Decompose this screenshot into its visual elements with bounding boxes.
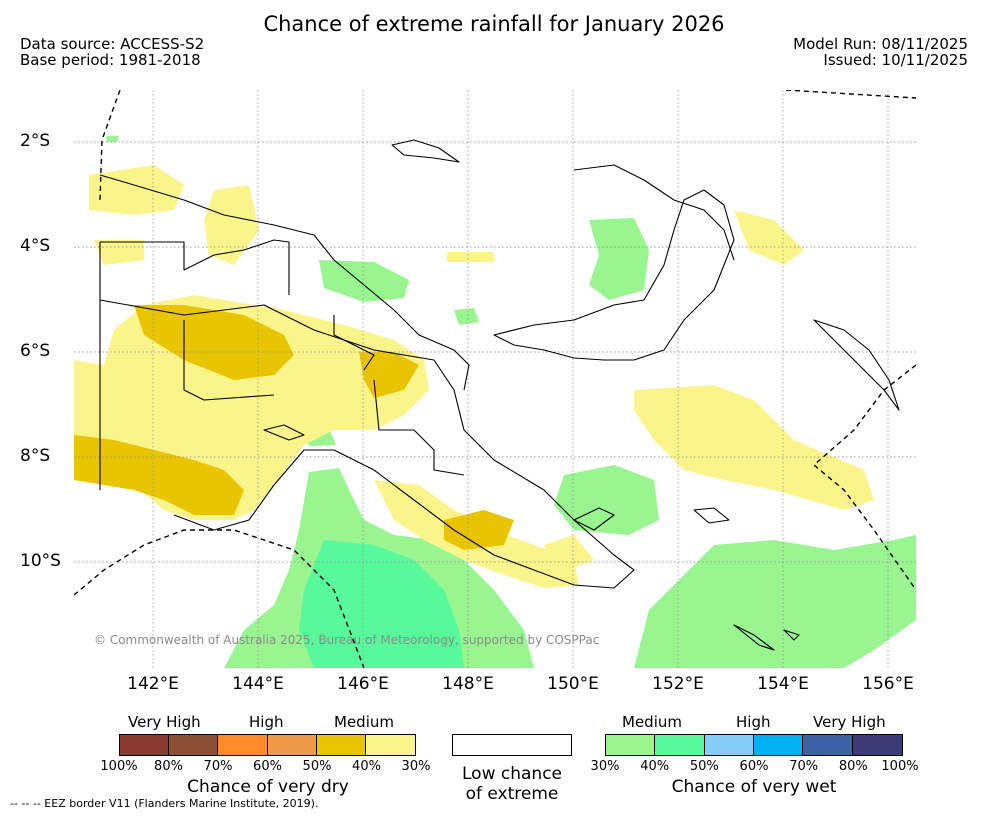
gridlines [74, 90, 916, 668]
legend-swatch [316, 735, 366, 755]
legend-swatch [852, 735, 902, 755]
legend-dry-header-high: High [249, 713, 284, 731]
eez-border-note: -- -- -- EEZ border V11 (Flanders Marine… [10, 797, 319, 810]
legend-swatch [267, 735, 317, 755]
legend-dry-tick: 50% [302, 759, 332, 774]
data-source: Data source: ACCESS-S2 [20, 35, 205, 53]
legend-dry-header-very-high: Very High [128, 713, 201, 731]
legend-wet-tick: 60% [739, 759, 769, 774]
legend-dry-header-medium: Medium [334, 713, 394, 731]
dry-area-high-south-coast [444, 510, 514, 550]
lat-label: 6°S [20, 341, 51, 361]
legend-wet-tick: 80% [838, 759, 868, 774]
legend-low-caption-line1: Low chance [462, 764, 562, 784]
legend-wet-header-high: High [736, 713, 771, 731]
legend-swatch [120, 735, 170, 755]
lon-label: 142°E [127, 674, 179, 694]
legend-low-chance-swatch [452, 734, 572, 756]
legend-dry-tick: 30% [401, 759, 431, 774]
eez-borders [74, 90, 916, 668]
legend-dry-tick: 40% [352, 759, 381, 774]
legend-dry-tick: 60% [253, 759, 282, 774]
dry-area-high-central [134, 305, 294, 380]
legend-wet-header-very-high: Very High [813, 713, 886, 731]
lon-label: 150°E [547, 674, 599, 694]
lon-label: 156°E [862, 674, 914, 694]
legend-swatch [753, 735, 804, 755]
lon-label: 154°E [757, 674, 809, 694]
model-run-info: Model Run: 08/11/2025 Issued: 10/11/2025 [793, 36, 968, 68]
base-period: Base period: 1981-2018 [20, 51, 201, 69]
rainfall-map [74, 90, 916, 668]
lon-label: 144°E [232, 674, 284, 694]
page-title: Chance of extreme rainfall for January 2… [263, 12, 725, 36]
wet-area-medium-new-britain [589, 218, 649, 300]
legend-dry-colorbar [119, 734, 416, 756]
legend-swatch [169, 735, 219, 755]
legend-wet-tick: 70% [789, 759, 819, 774]
legend-swatch [655, 735, 705, 755]
legend-swatch [606, 735, 656, 755]
legend-dry-tick: 100% [100, 759, 138, 774]
lat-label: 2°S [20, 131, 51, 151]
legend-wet-header-medium: Medium [622, 713, 682, 731]
legend-dry-tick: 70% [203, 759, 233, 774]
dry-area-high-east-highlands [359, 352, 419, 398]
dry-area-medium-north [89, 165, 259, 265]
legend-swatch [365, 735, 416, 755]
coastlines [99, 139, 900, 651]
legend-swatch [218, 735, 268, 755]
legend-dry-caption: Chance of very dry [187, 777, 349, 797]
dry-areas [74, 165, 874, 588]
legend-wet-tick: 40% [640, 759, 670, 774]
data-source-info: Data source: ACCESS-S2 Base period: 1981… [20, 36, 204, 68]
wet-area-medium-solomon-sea [554, 465, 659, 535]
wet-area-medium-north-coast [319, 260, 409, 302]
lat-label: 10°S [20, 551, 61, 571]
legend-swatch [704, 735, 754, 755]
legend-wet-caption: Chance of very wet [671, 777, 837, 797]
wet-area-medium-southeast [634, 535, 916, 668]
copyright-notice: © Commonwealth of Australia 2025, Bureau… [94, 633, 600, 647]
lat-label: 8°S [20, 446, 51, 466]
lon-label: 148°E [442, 674, 494, 694]
issued-date: Issued: 10/11/2025 [823, 51, 968, 69]
legend-swatch [803, 735, 853, 755]
legend-wet-tick: 50% [689, 759, 719, 774]
lon-label: 152°E [652, 674, 704, 694]
legend-low-caption-line2: of extreme [465, 784, 559, 804]
wet-area-high-south [299, 540, 464, 668]
model-run: Model Run: 08/11/2025 [793, 35, 968, 53]
legend-wet-tick: 100% [881, 759, 919, 774]
legend-dry-tick: 80% [154, 759, 183, 774]
lat-label: 4°S [20, 236, 51, 256]
dry-area-medium-north-strip [447, 252, 494, 262]
dry-area-medium-east [544, 210, 874, 575]
wet-areas [106, 136, 916, 668]
dry-area-high-west [74, 435, 244, 515]
legend-wet-colorbar [605, 734, 903, 756]
legend-wet-tick: 30% [590, 759, 620, 774]
lon-label: 146°E [337, 674, 389, 694]
